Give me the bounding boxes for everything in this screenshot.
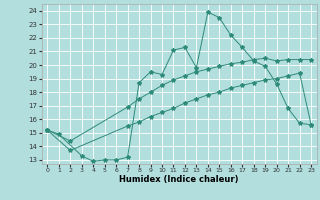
X-axis label: Humidex (Indice chaleur): Humidex (Indice chaleur) [119, 175, 239, 184]
